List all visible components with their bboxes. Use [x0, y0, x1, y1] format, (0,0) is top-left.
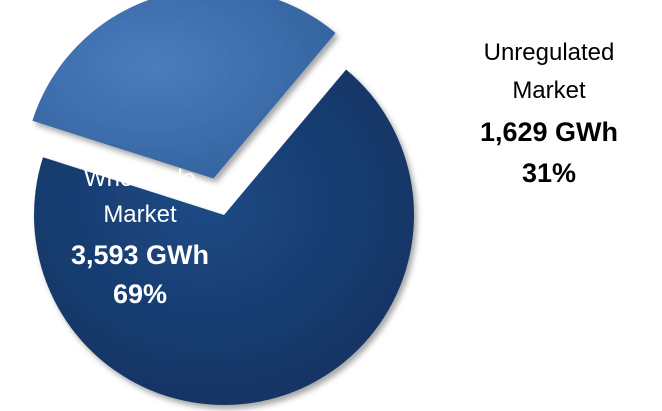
wholesale-value-label: 3,593 GWh — [71, 240, 209, 270]
unregulated-value-label: 1,629 GWh — [480, 117, 618, 147]
pie-slice-unregulated — [32, 0, 336, 179]
unregulated-label-line-2: Market — [512, 77, 586, 104]
wholesale-label-line-2: Market — [103, 201, 177, 228]
unregulated-label-line-1: Unregulated — [484, 39, 615, 66]
wholesale-percent-label: 69% — [113, 279, 167, 309]
unregulated-percent-label: 31% — [522, 158, 576, 188]
wholesale-label-line-1: Wholesale — [84, 165, 196, 192]
pie-slice-wholesale — [33, 69, 414, 405]
